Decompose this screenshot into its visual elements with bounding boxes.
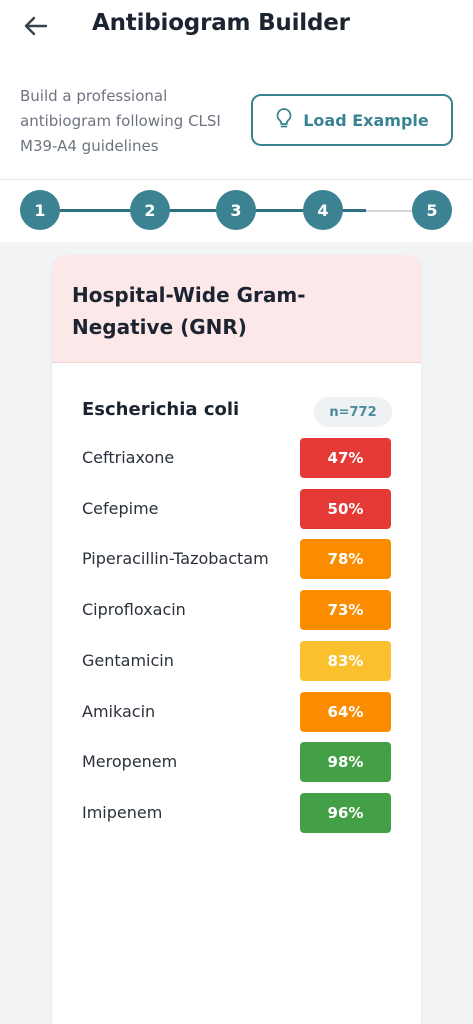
drug-row: Meropenem 98%: [82, 742, 392, 782]
susceptibility-badge: 47%: [300, 438, 391, 478]
step-connector: [40, 209, 150, 212]
susceptibility-badge: 50%: [300, 489, 391, 529]
step-connector: [236, 209, 323, 212]
step-connector: [150, 209, 236, 212]
step-3[interactable]: 3: [216, 190, 256, 230]
isolate-count-badge: n=772: [314, 397, 392, 427]
card-title: Hospital-Wide Gram-Negative (GNR): [72, 283, 306, 339]
step-1[interactable]: 1: [20, 190, 60, 230]
drug-name: Meropenem: [82, 752, 178, 771]
app-header: Antibiogram Builder Build a professional…: [0, 0, 473, 180]
drug-row: Cefepime 50%: [82, 489, 392, 529]
drug-name: Cefepime: [82, 499, 159, 518]
drug-name: Amikacin: [82, 702, 156, 721]
drug-name: Ceftriaxone: [82, 448, 175, 467]
drug-name: Imipenem: [82, 803, 163, 822]
susceptibility-badge: 73%: [300, 590, 391, 630]
step-5[interactable]: 5: [412, 190, 452, 230]
antibiogram-card: Hospital-Wide Gram-Negative (GNR) Escher…: [52, 255, 421, 1024]
load-example-label: Load Example: [303, 110, 429, 130]
susceptibility-badge: 64%: [300, 692, 391, 732]
step-progress: 1 2 3 4 5: [0, 180, 473, 242]
page-subtitle: Build a professional antibiogram followi…: [20, 87, 221, 155]
lightbulb-icon: [275, 107, 293, 133]
susceptibility-badge: 83%: [300, 641, 391, 681]
susceptibility-badge: 96%: [300, 793, 391, 833]
drug-name: Piperacillin-Tazobactam: [82, 549, 269, 568]
header-divider: [0, 179, 473, 180]
susceptibility-badge: 78%: [300, 539, 391, 579]
card-header: Hospital-Wide Gram-Negative (GNR): [52, 255, 421, 363]
drug-row: Piperacillin-Tazobactam 78%: [82, 539, 392, 579]
susceptibility-badge: 98%: [300, 742, 391, 782]
organism-name: Escherichia coli: [82, 399, 240, 420]
load-example-button[interactable]: Load Example: [251, 94, 453, 146]
organism-row: Escherichia coli n=772: [82, 397, 392, 427]
step-connector: [323, 209, 366, 212]
drug-row: Imipenem 96%: [82, 793, 392, 833]
drug-row: Ciprofloxacin 73%: [82, 590, 392, 630]
back-arrow-icon[interactable]: [22, 12, 50, 40]
page-title: Antibiogram Builder: [92, 10, 350, 36]
drug-row: Gentamicin 83%: [82, 641, 392, 681]
step-connector-pending: [366, 210, 432, 212]
drug-row: Amikacin 64%: [82, 692, 392, 732]
step-2[interactable]: 2: [130, 190, 170, 230]
step-4[interactable]: 4: [303, 190, 343, 230]
drug-row: Ceftriaxone 47%: [82, 438, 392, 478]
drug-name: Gentamicin: [82, 651, 174, 670]
drug-name: Ciprofloxacin: [82, 600, 186, 619]
